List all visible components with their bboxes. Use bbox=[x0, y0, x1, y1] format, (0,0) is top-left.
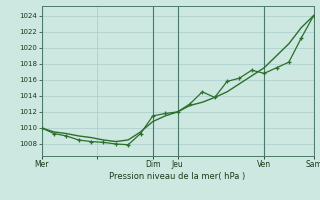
X-axis label: Pression niveau de la mer( hPa ): Pression niveau de la mer( hPa ) bbox=[109, 172, 246, 181]
